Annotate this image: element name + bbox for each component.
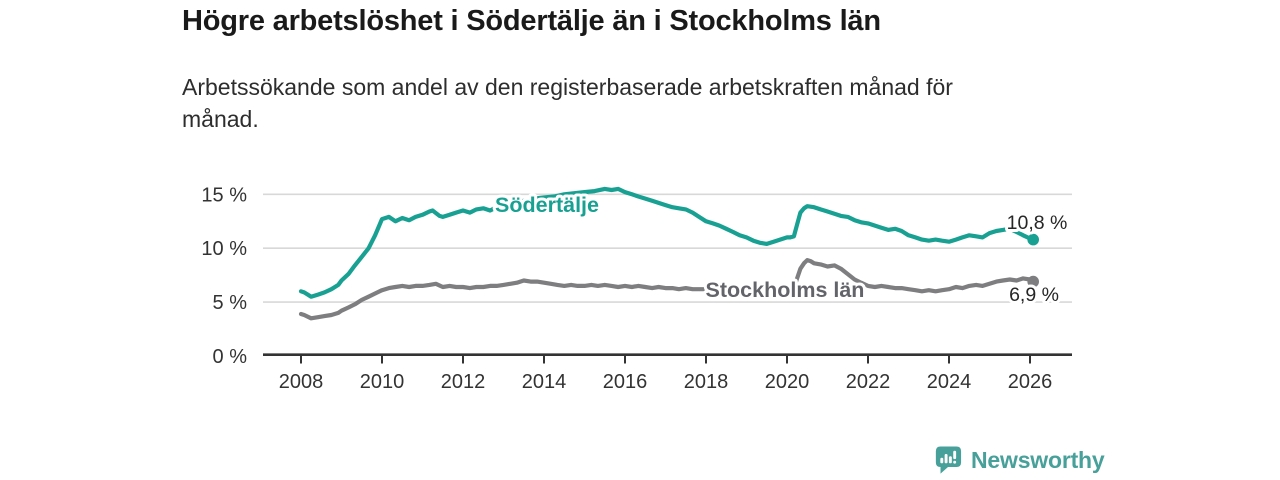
series-label-sodertalje: Södertälje (495, 193, 599, 217)
x-axis-tick-label: 2026 (1008, 371, 1053, 393)
x-axis-tick-label: 2024 (927, 371, 972, 393)
series-line-stockholms-lan (298, 258, 1036, 321)
x-axis-tick-label: 2016 (603, 371, 648, 393)
x-axis-tick-label: 2022 (846, 371, 891, 393)
y-axis-tick-label: 0 % (213, 346, 248, 368)
y-axis-tick-label: 10 % (201, 238, 247, 260)
y-axis-tick-label: 15 % (201, 184, 247, 206)
x-axis-tick-label: 2008 (279, 371, 324, 393)
x-axis-tick-label: 2020 (765, 371, 810, 393)
x-axis-tick-label: 2014 (522, 371, 567, 393)
x-axis-tick-label: 2012 (441, 371, 486, 393)
series-label-stockholms-lan: Stockholms län (706, 278, 865, 302)
series-line-sodertalje (298, 186, 1036, 299)
chart-title: Högre arbetslöshet i Södertälje än i Sto… (182, 5, 881, 37)
series-end-value-stockholms-lan: 6,9 % (1009, 284, 1059, 306)
chart-subtitle: Arbetssökande som andel av den registerb… (182, 74, 953, 132)
newsworthy-branding: Newsworthy (934, 445, 1105, 476)
newsworthy-logo-icon (935, 446, 962, 474)
series-end-dot-stockholms-lan (1027, 275, 1039, 288)
x-axis-tick-label: 2018 (684, 371, 729, 393)
series-end-value-sodertalje: 10,8 % (1007, 212, 1068, 234)
series-end-dot-sodertalje (1027, 233, 1039, 246)
x-axis-tick-label: 2010 (360, 371, 405, 393)
newsworthy-wordmark: Newsworthy (971, 447, 1105, 473)
y-axis-tick-label: 5 % (213, 292, 248, 314)
